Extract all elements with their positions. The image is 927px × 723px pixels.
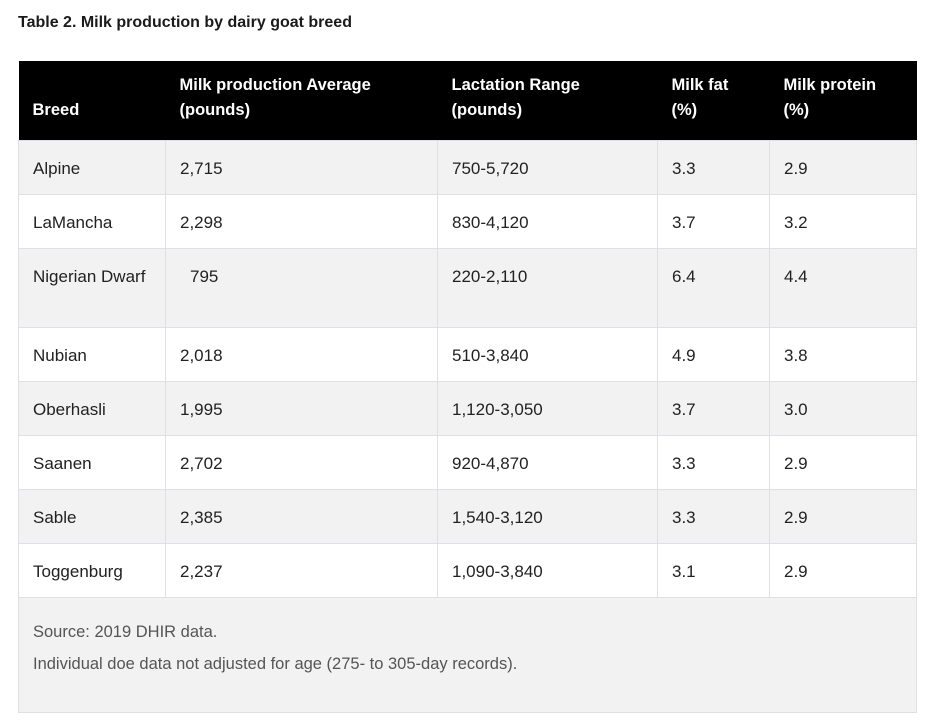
header-text: Lactation Range	[451, 76, 580, 94]
column-header-milk-protein: Milk protein (%)	[769, 61, 917, 141]
cell-milk-production-average: 2,715	[165, 140, 438, 195]
header-text: (%)	[783, 101, 810, 119]
cell-breed: Oberhasli	[18, 381, 166, 436]
header-text: Milk production Average	[179, 76, 371, 94]
cell-lactation-range: 750-5,720	[437, 140, 658, 195]
goat-milk-table: Breed Milk production Average (pounds) Lact…	[18, 61, 917, 713]
cell-breed: Saanen	[18, 435, 166, 490]
table-row: Saanen 2,702 920-4,870 3.3 2.9	[18, 435, 917, 490]
table-row: Sable 2,385 1,540-3,120 3.3 2.9	[18, 489, 917, 544]
column-header-milk-production-average: Milk production Average (pounds)	[165, 61, 438, 141]
table-row: Nigerian Dwarf 795 220-2,110 6.4 4.4	[18, 248, 917, 328]
cell-lactation-range: 1,090-3,840	[437, 543, 658, 598]
header-text: Breed	[32, 101, 80, 119]
cell-lactation-range: 1,540-3,120	[437, 489, 658, 544]
cell-milk-protein: 2.9	[769, 435, 917, 490]
cell-breed: Toggenburg	[18, 543, 166, 598]
cell-lactation-range: 1,120-3,050	[437, 381, 658, 436]
cell-milk-production-average: 2,702	[165, 435, 438, 490]
cell-milk-fat: 3.1	[657, 543, 770, 598]
cell-milk-protein: 4.4	[769, 248, 917, 328]
cell-milk-fat: 3.7	[657, 194, 770, 249]
cell-lactation-range: 510-3,840	[437, 327, 658, 382]
cell-milk-fat: 6.4	[657, 248, 770, 328]
header-text: (pounds)	[451, 101, 523, 119]
header-row: Breed Milk production Average (pounds) Lact…	[18, 61, 917, 141]
cell-breed: Alpine	[18, 140, 166, 195]
cell-milk-protein: 3.2	[769, 194, 917, 249]
table-row: Nubian 2,018 510-3,840 4.9 3.8	[18, 327, 917, 382]
cell-milk-production-average: 795	[165, 248, 438, 328]
cell-milk-protein: 3.8	[769, 327, 917, 382]
header-text: (pounds)	[179, 101, 251, 119]
cell-milk-production-average: 2,385	[165, 489, 438, 544]
header-text: (%)	[671, 101, 698, 119]
header-text: Milk protein	[783, 76, 877, 94]
cell-milk-production-average: 1,995	[165, 381, 438, 436]
cell-lactation-range: 830-4,120	[437, 194, 658, 249]
cell-breed: Nubian	[18, 327, 166, 382]
cell-breed: Sable	[18, 489, 166, 544]
table-row: Toggenburg 2,237 1,090-3,840 3.1 2.9	[18, 543, 917, 598]
cell-milk-fat: 4.9	[657, 327, 770, 382]
table-row: Oberhasli 1,995 1,120-3,050 3.7 3.0	[18, 381, 917, 436]
cell-milk-fat: 3.3	[657, 489, 770, 544]
column-header-lactation-range: Lactation Range (pounds)	[437, 61, 658, 141]
header-text: Milk fat	[671, 76, 729, 94]
cell-milk-production-average: 2,298	[165, 194, 438, 249]
footnote-cell: Source: 2019 DHIR data. Individual doe da…	[18, 597, 917, 713]
cell-milk-fat: 3.7	[657, 381, 770, 436]
footnote-row: Source: 2019 DHIR data. Individual doe da…	[18, 597, 917, 713]
cell-breed: LaMancha	[18, 194, 166, 249]
cell-lactation-range: 920-4,870	[437, 435, 658, 490]
cell-milk-production-average: 2,018	[165, 327, 438, 382]
source-note: Source: 2019 DHIR data.	[33, 623, 218, 641]
cell-milk-protein: 2.9	[769, 140, 917, 195]
table-row: Alpine 2,715 750-5,720 3.3 2.9	[18, 140, 917, 195]
cell-milk-protein: 3.0	[769, 381, 917, 436]
cell-milk-protein: 2.9	[769, 489, 917, 544]
adjustment-note: Individual doe data not adjusted for age…	[33, 655, 518, 673]
column-header-milk-fat: Milk fat (%)	[657, 61, 770, 141]
cell-milk-fat: 3.3	[657, 140, 770, 195]
cell-milk-protein: 2.9	[769, 543, 917, 598]
table-caption: Table 2. Milk production by dairy goat b…	[18, 14, 352, 31]
table-row: LaMancha 2,298 830-4,120 3.7 3.2	[18, 194, 917, 249]
column-header-breed: Breed	[18, 61, 166, 141]
cell-lactation-range: 220-2,110	[437, 248, 658, 328]
cell-milk-fat: 3.3	[657, 435, 770, 490]
cell-milk-production-average: 2,237	[165, 543, 438, 598]
cell-breed: Nigerian Dwarf	[18, 248, 166, 328]
